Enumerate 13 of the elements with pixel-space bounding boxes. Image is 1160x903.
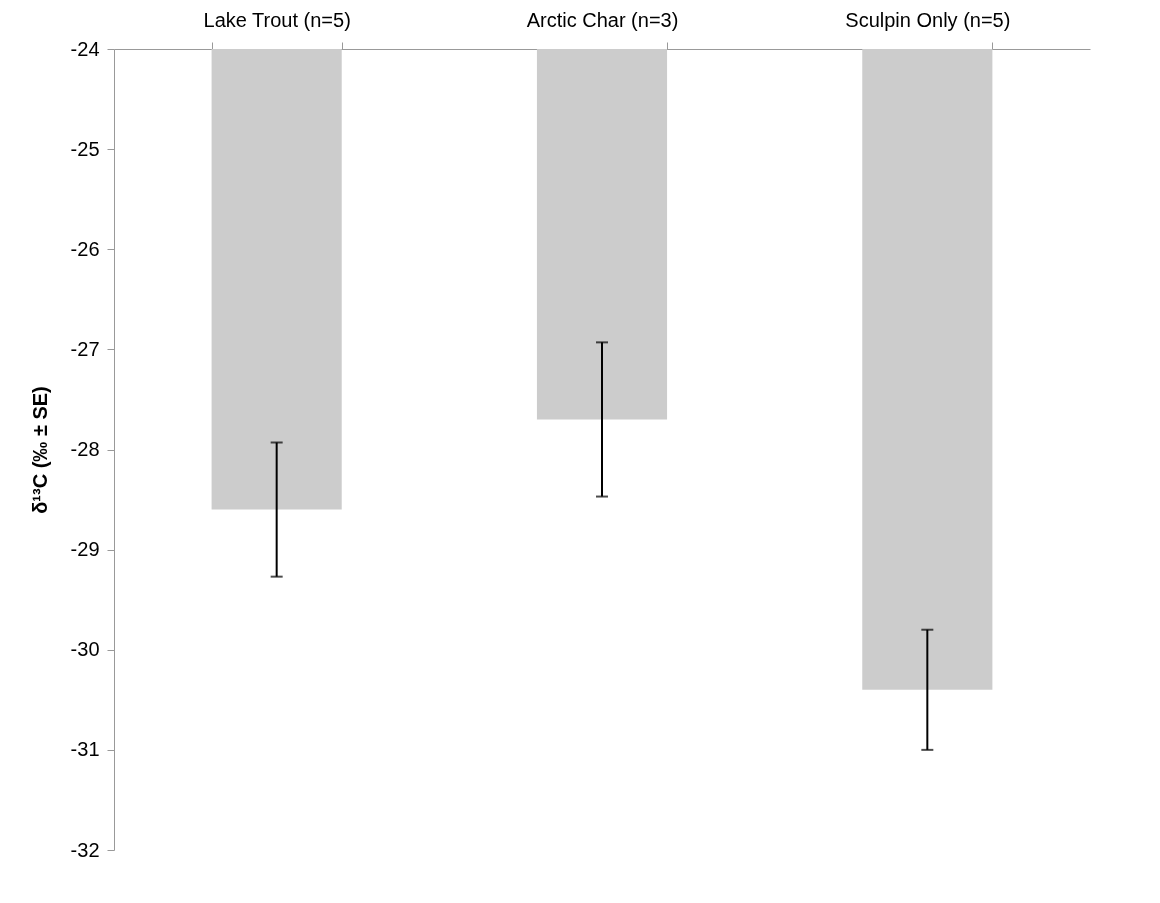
y-tick-label: -27 (70, 337, 100, 360)
y-tick-label: -24 (70, 37, 100, 60)
y-tick-label: -30 (70, 638, 100, 661)
y-axis-title: δ¹³C (‰ ± SE) (28, 386, 51, 514)
y-tick-label: -29 (70, 538, 100, 561)
y-tick-label: -31 (70, 738, 100, 761)
y-tick-label: -26 (70, 237, 100, 260)
y-tick-label: -32 (70, 838, 100, 861)
y-tick-label: -25 (70, 137, 100, 160)
x-tick-label: Arctic Char (n=3) (526, 8, 679, 31)
x-tick-label: Sculpin Only (n=5) (845, 8, 1011, 31)
y-tick-label: -28 (70, 438, 100, 460)
x-tick-label: Lake Trout (n=5) (203, 8, 351, 31)
